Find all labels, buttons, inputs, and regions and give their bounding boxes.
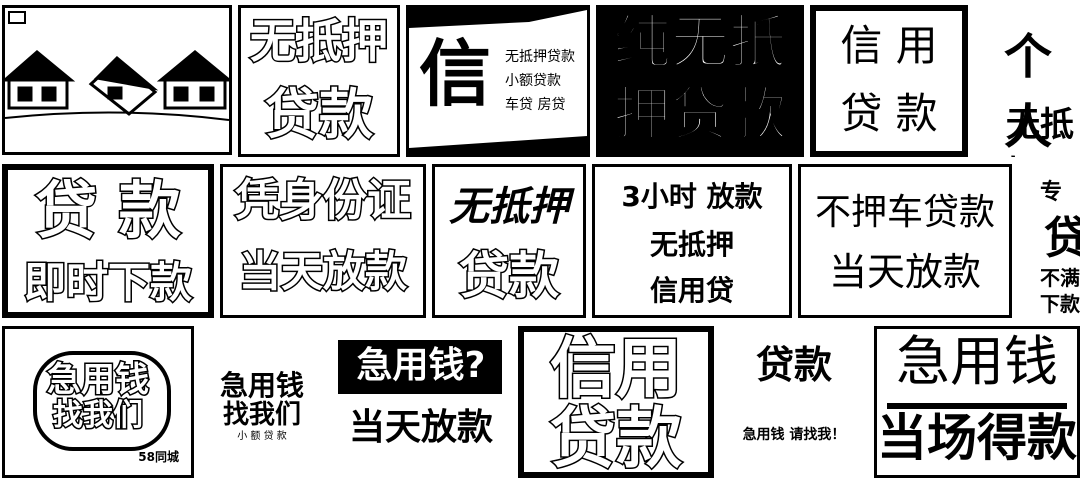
tile-line1: 急用钱	[46, 360, 151, 400]
tile-line2: 当天放款	[348, 407, 493, 448]
tile-line1: 纯无抵	[612, 8, 788, 76]
tile-line1: 凭身份证	[234, 175, 413, 226]
tile-special-loan: 专 贷 不满 下款	[1018, 164, 1080, 318]
tile-credit-loan: 信 用 贷 款	[810, 5, 968, 157]
tile-line1: 无抵押	[249, 14, 390, 68]
tile-urgent-money-small: 急用钱 找我们 小 额 贷 款	[200, 326, 324, 478]
tile-line1: 专	[1040, 180, 1063, 205]
tile-line2: 即时下款	[22, 258, 193, 307]
tile-line1: 急用钱	[219, 369, 304, 402]
tile-urgent-money-question: 急用钱? 当天放款	[330, 326, 512, 478]
tile-footer: 58同城	[138, 450, 179, 464]
credit-line3: 车贷 房贷	[505, 97, 566, 113]
tile-line3: 小 额 贷 款	[237, 431, 287, 442]
title-box	[338, 340, 502, 394]
credit-big-char: 信	[419, 32, 492, 116]
tile-line3: 不满	[1040, 266, 1080, 290]
divider-bar	[887, 403, 1067, 409]
tile-line2: 贷款	[458, 247, 561, 305]
tile-line2: 无抵押	[1006, 105, 1074, 157]
tile-line1: 不押车贷款	[814, 192, 995, 233]
tile-line2: 贷款	[264, 83, 375, 146]
badge-shape	[33, 351, 171, 451]
tile-line2: 当场得款	[877, 409, 1077, 467]
swoosh-shape	[409, 8, 587, 154]
tile-brush-loan: 无抵押 贷款	[432, 164, 586, 318]
tile-loan-find-me: 贷款 急用钱 请找我！	[720, 326, 868, 478]
tile-house-loan	[2, 5, 232, 155]
credit-line2: 小额贷款	[505, 73, 561, 89]
tile-line1: 急用钱?	[356, 345, 486, 386]
tile-line2: 贷	[1044, 213, 1080, 264]
credit-line1: 无抵押贷款	[505, 49, 575, 65]
tile-pure-no-collateral: 纯无抵 押贷款	[596, 5, 804, 157]
tile-line2: 当天放款	[237, 247, 408, 296]
tile-line2: 无抵押	[649, 228, 734, 261]
tile-line2: 找我们	[222, 400, 301, 430]
tile-credit-loan-large: 信用 贷款	[518, 326, 714, 478]
tile-urgent-money-58: 急用钱 找我们 58同城	[2, 326, 194, 478]
tile-line1: 贷 款	[34, 174, 183, 247]
tile-line1: 信用	[549, 330, 684, 407]
tile-line2: 当天放款	[828, 250, 981, 294]
tile-line2: 押贷款	[612, 80, 788, 148]
tile-line1: 贷款	[755, 343, 832, 387]
tile-credit-small-loan: 信 无抵押贷款 小额贷款 车贷 房贷	[406, 5, 590, 157]
tile-line2: 贷款	[549, 400, 684, 477]
tile-urgent-money-onsite: 急用钱 当场得款	[874, 326, 1080, 478]
tile-line2: 贷 款	[840, 89, 938, 138]
tile-personal-no-collateral: 个人 无抵押	[974, 5, 1080, 157]
tile-line1: 3小时 放款	[621, 180, 763, 213]
tile-three-hour-loan: 3小时 放款 无抵押 信用贷	[592, 164, 792, 318]
tile-line1: 信 用	[840, 21, 938, 70]
tile-line1: 无抵押	[449, 184, 569, 230]
tile-line4: 下款	[1040, 292, 1080, 316]
tag-icon	[8, 11, 26, 24]
tile-line2: 急用钱 请找我！	[742, 427, 846, 443]
tile-line3: 信用贷	[649, 274, 734, 307]
tile-car-loan: 不押车贷款 当天放款	[798, 164, 1012, 318]
tile-line1: 急用钱	[896, 330, 1058, 393]
tile-instant-loan: 贷 款 即时下款	[2, 164, 214, 318]
house-icon	[5, 50, 229, 121]
tile-line2: 找我们	[52, 398, 145, 433]
tile-line1: 个人	[1004, 29, 1053, 155]
tile-id-card-loan: 凭身份证 当天放款	[220, 164, 426, 318]
tile-no-collateral-loan: 无抵押 贷款	[238, 5, 400, 157]
